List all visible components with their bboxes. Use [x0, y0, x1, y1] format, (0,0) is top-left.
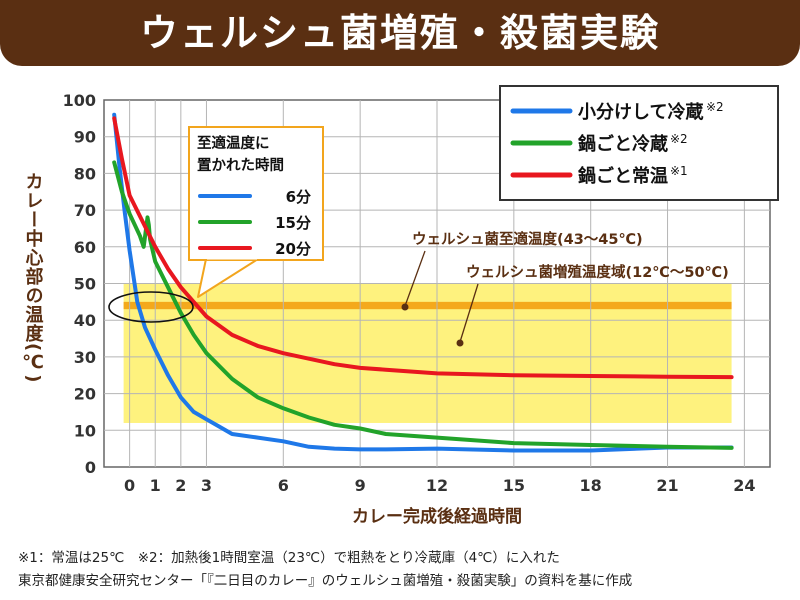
x-tick-label: 1 [150, 476, 161, 495]
y-tick-label: 50 [74, 275, 96, 294]
y-tick-label: 90 [74, 128, 96, 147]
legend-note: ※2 [706, 100, 724, 114]
y-tick-label: 60 [74, 238, 96, 257]
x-tick-label: 6 [278, 476, 289, 495]
footnote-source: 東京都健康安全研究センター「『二日目のカレー』のウェルシュ菌増殖・殺菌実験」の資… [18, 573, 633, 589]
x-axis-label: カレー完成後経過時間 [352, 506, 522, 527]
legend-label: 鍋ごと常温 [578, 165, 668, 187]
x-tick-label: 12 [426, 476, 448, 495]
optimal-band-marker [401, 303, 409, 311]
y-tick-label: 80 [74, 164, 96, 183]
x-tick-label: 24 [733, 476, 755, 495]
y-tick-label: 30 [74, 348, 96, 367]
y-tick-label: 100 [63, 91, 96, 110]
title-banner [0, 0, 800, 66]
inset-title-line: 至適温度に [197, 134, 270, 152]
legend-label: 鍋ごと冷蔵 [578, 133, 668, 155]
optimal-zone-ellipse [108, 291, 194, 323]
optimal-band-leader [404, 250, 426, 307]
inset-legend-value: 15分 [275, 214, 311, 232]
x-tick-label: 21 [656, 476, 678, 495]
growth-band-label: ウェルシュ菌増殖温度域(12℃〜50℃) [466, 263, 729, 281]
optimal-band-label: ウェルシュ菌至適温度(43〜45℃) [412, 230, 643, 248]
y-tick-label: 20 [74, 385, 96, 404]
legend-label: 小分けして冷蔵 [578, 101, 703, 123]
legend-note: ※1 [670, 164, 688, 178]
x-tick-label: 0 [124, 476, 135, 495]
inset-legend-value: 20分 [275, 240, 311, 258]
series-line-2 [112, 116, 734, 380]
growth-band-leader [459, 283, 479, 343]
x-tick-label: 15 [503, 476, 525, 495]
inset-box [188, 126, 324, 261]
optimal-band [123, 301, 732, 310]
y-axis-label: カレー中心部の温度(℃) [22, 172, 43, 383]
x-tick-label: 3 [201, 476, 212, 495]
footnote-conditions: ※1：常温は25℃ ※2：加熱後1時間室温（23℃）で粗熱をとり冷蔵庫（4℃）に… [18, 550, 560, 566]
x-tick-label: 18 [580, 476, 602, 495]
y-tick-label: 40 [74, 311, 96, 330]
legend-note: ※2 [670, 132, 688, 146]
y-tick-label: 10 [74, 421, 96, 440]
inset-legend-value: 6分 [286, 188, 311, 206]
inset-title-line: 置かれた時間 [197, 157, 284, 174]
x-tick-label: 9 [355, 476, 366, 495]
x-tick-label: 2 [175, 476, 186, 495]
chart-title: ウェルシュ菌増殖・殺菌実験 [139, 11, 660, 55]
y-tick-label: 70 [74, 201, 96, 220]
y-tick-label: 0 [85, 458, 96, 477]
series-line-1 [112, 160, 734, 450]
growth-band-marker [456, 339, 464, 347]
